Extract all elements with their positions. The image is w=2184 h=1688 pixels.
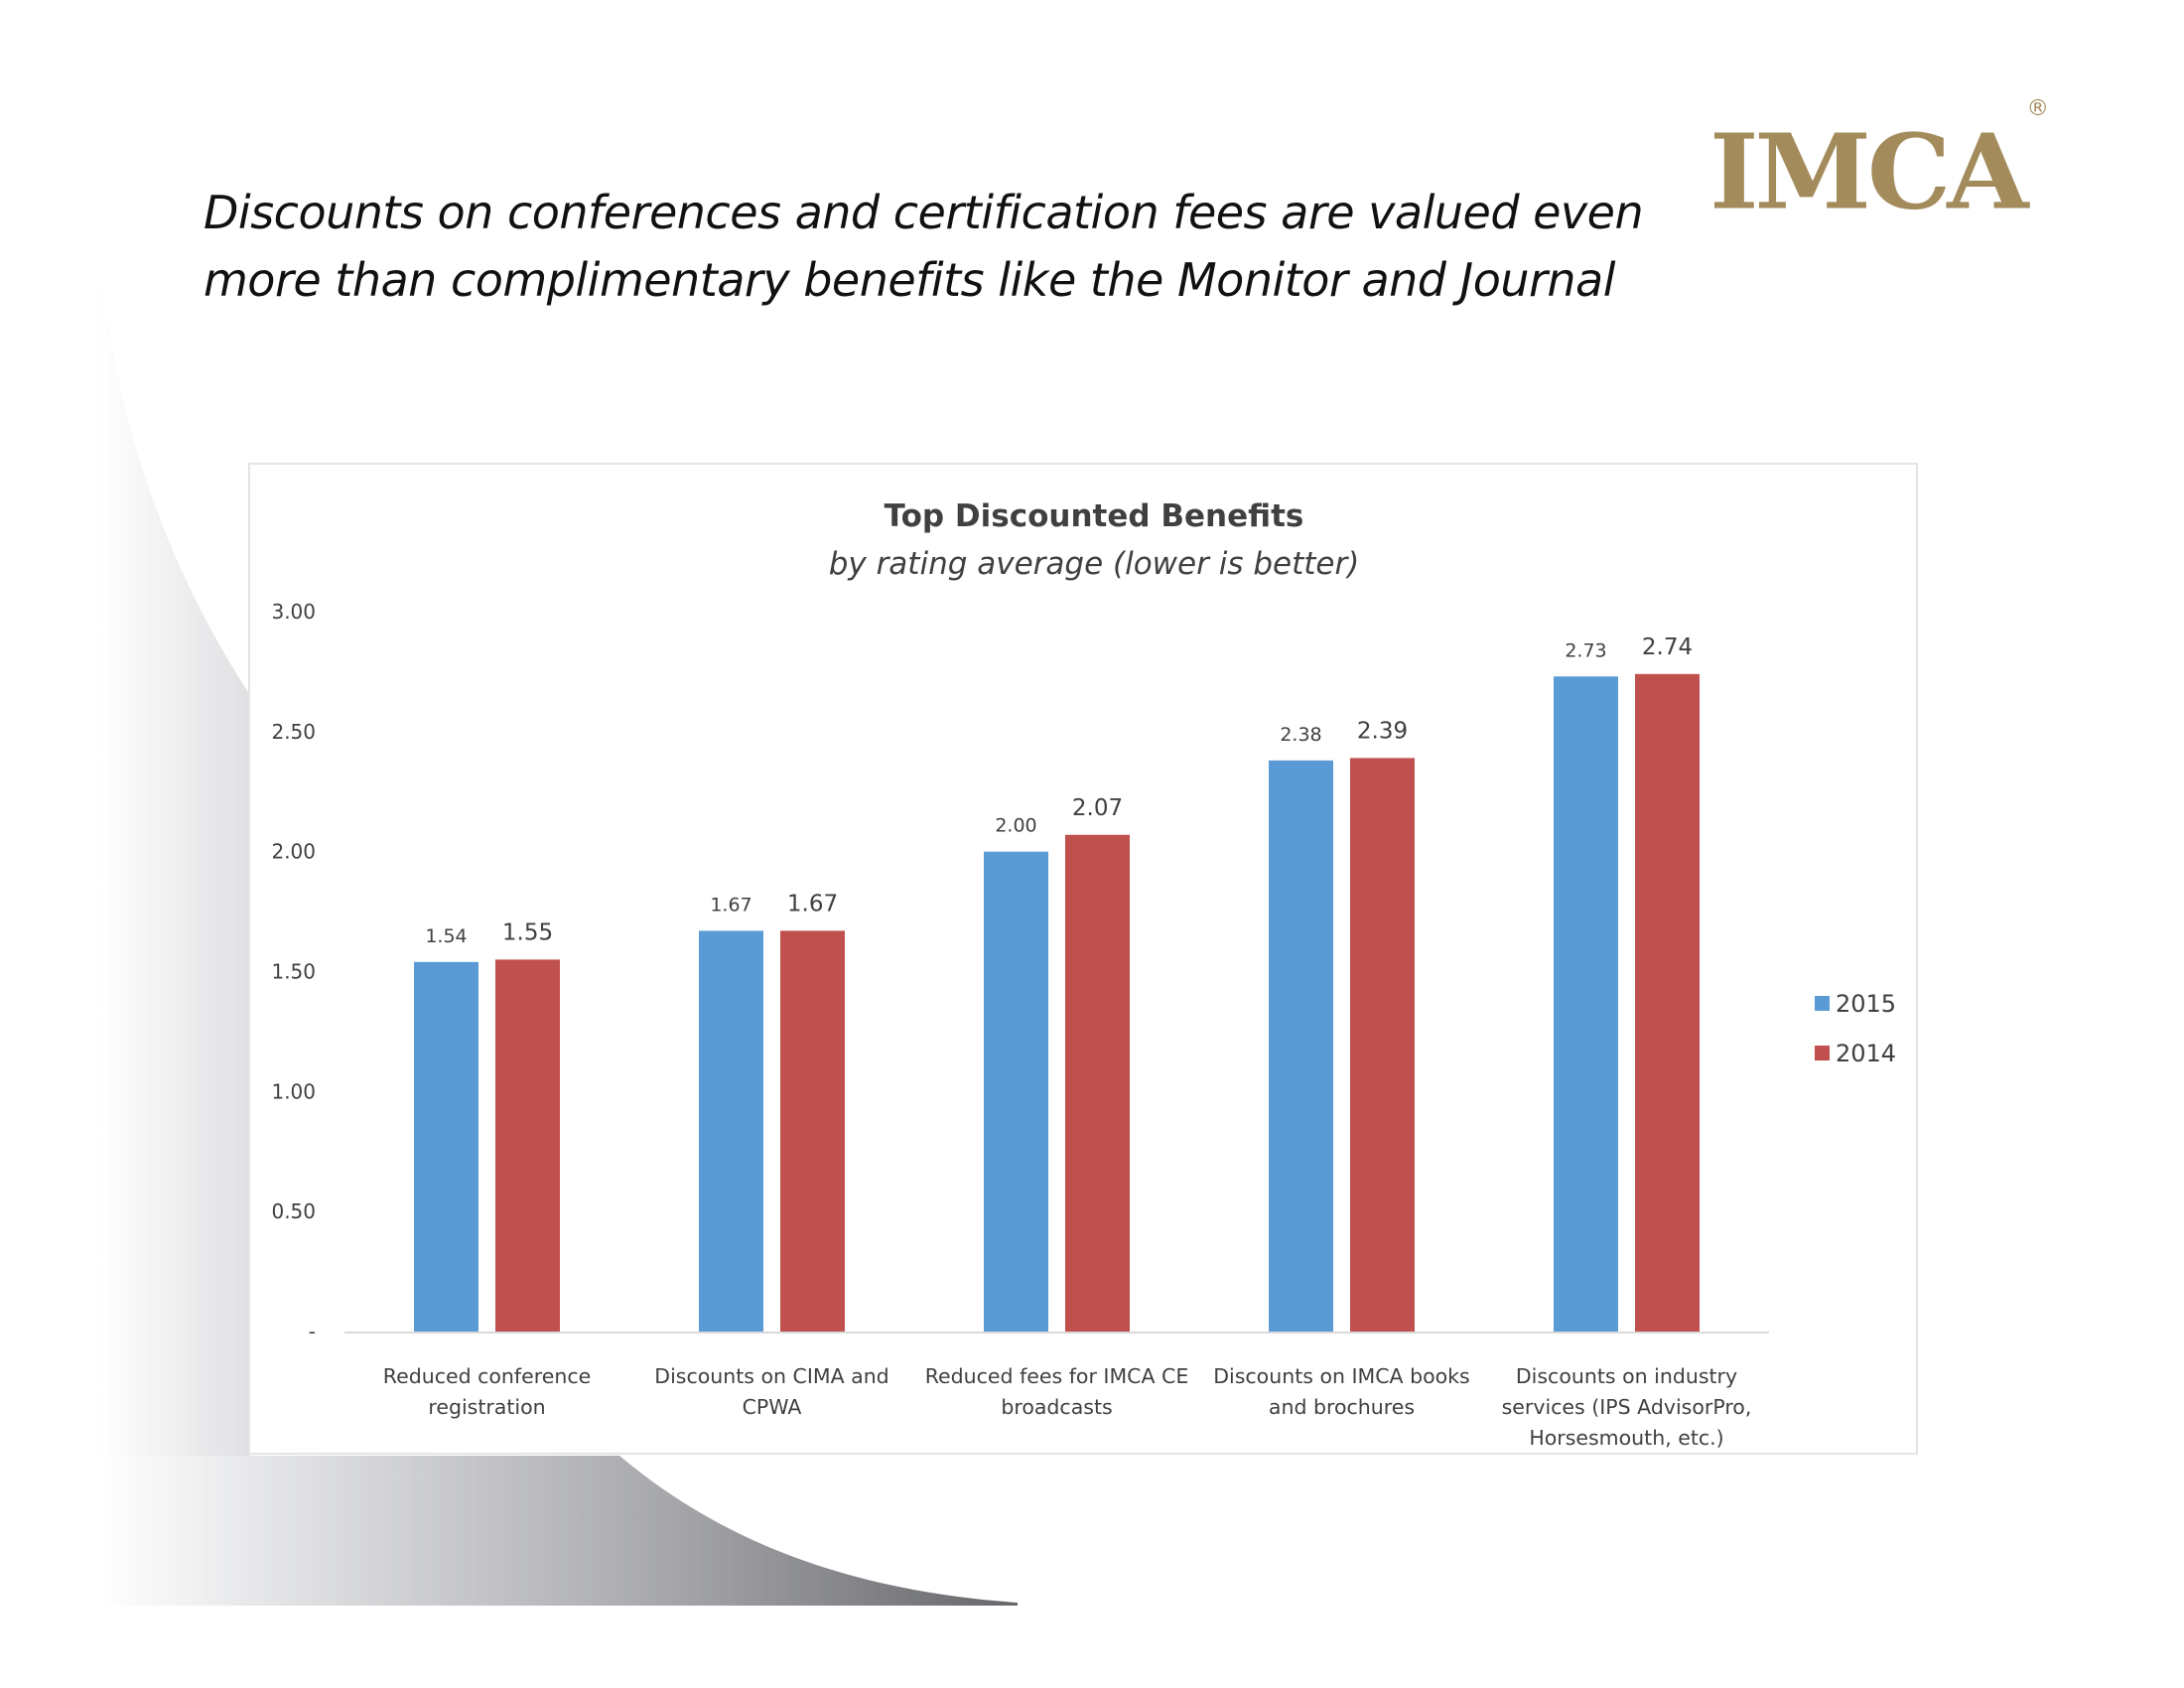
slide-title-line-1: Discounts on conferences and certificati… <box>204 186 1644 239</box>
category-labels: Reduced conference registration Discounts … <box>383 1364 1752 1450</box>
imca-logo: IMCA® <box>1709 96 2049 223</box>
y-tick-label: 3.00 <box>271 600 316 624</box>
category-label: CPWA <box>743 1395 802 1419</box>
category-label: services (IPS AdvisorPro, <box>1502 1395 1752 1419</box>
data-label-2014: 2.07 <box>1072 795 1123 821</box>
legend: 2015 2014 <box>1815 990 1896 1067</box>
category-label: Reduced conference <box>383 1364 591 1388</box>
y-tick-label: 0.50 <box>271 1199 316 1223</box>
data-labels: 1.54 1.67 2.00 2.38 2.73 1.55 1.67 2.07 2.39 2.74 <box>425 634 1693 947</box>
data-label-2015: 1.67 <box>710 894 751 915</box>
bar-2015-2 <box>699 930 763 1332</box>
bar-2014-3 <box>1065 834 1130 1332</box>
legend-label-2015: 2015 <box>1836 990 1896 1018</box>
legend-swatch-2015 <box>1815 996 1830 1011</box>
category-label: broadcasts <box>1001 1395 1112 1419</box>
bottom-swoosh <box>99 1456 1018 1606</box>
category-label: registration <box>428 1395 545 1419</box>
bar-2014-4 <box>1350 758 1415 1332</box>
bar-2014-1 <box>495 959 560 1332</box>
chart-subtitle: by rating average (lower is better) <box>829 546 1360 582</box>
left-swoosh <box>99 238 250 1605</box>
data-label-2015: 2.00 <box>995 815 1036 837</box>
bar-2015-3 <box>984 851 1048 1332</box>
category-label: and brochures <box>1269 1395 1415 1419</box>
slide-title: Discounts on conferences and certificati… <box>204 179 1673 314</box>
data-label-2014: 2.39 <box>1357 718 1408 744</box>
data-label-2014: 1.67 <box>787 891 838 916</box>
data-label-2014: 2.74 <box>1642 634 1693 660</box>
y-tick-label: 2.00 <box>271 840 316 864</box>
category-label: Horsesmouth, etc.) <box>1529 1426 1723 1450</box>
slide-title-line-2: more than complimentary benefits like th… <box>204 253 1616 307</box>
y-tick-label: - <box>309 1320 316 1343</box>
chart-title: Top Discounted Benefits <box>885 498 1304 534</box>
logo-text: IMCA <box>1709 110 2029 233</box>
bar-2015-1 <box>414 961 478 1332</box>
category-label: Discounts on IMCA books <box>1213 1364 1469 1388</box>
y-tick-label: 1.00 <box>271 1079 316 1103</box>
category-label: Discounts on CIMA and <box>654 1364 888 1388</box>
registered-mark: ® <box>2026 96 2049 121</box>
y-axis: - 0.50 1.00 1.50 2.00 2.50 3.00 <box>271 600 316 1343</box>
legend-label-2014: 2014 <box>1836 1040 1896 1067</box>
bar-2015-4 <box>1269 760 1333 1332</box>
y-tick-label: 1.50 <box>271 960 316 984</box>
bar-2015-5 <box>1554 676 1618 1332</box>
data-label-2015: 2.38 <box>1280 724 1321 746</box>
legend-swatch-2014 <box>1815 1046 1830 1060</box>
bar-2014-2 <box>780 930 845 1332</box>
data-label-2015: 2.73 <box>1565 639 1606 661</box>
bar-2014-5 <box>1635 673 1700 1332</box>
category-label: Discounts on industry <box>1516 1364 1737 1388</box>
y-tick-label: 2.50 <box>271 720 316 744</box>
bars <box>414 673 1700 1332</box>
data-label-2014: 1.55 <box>502 919 553 945</box>
category-label: Reduced fees for IMCA CE <box>925 1364 1189 1388</box>
data-label-2015: 1.54 <box>425 925 467 947</box>
